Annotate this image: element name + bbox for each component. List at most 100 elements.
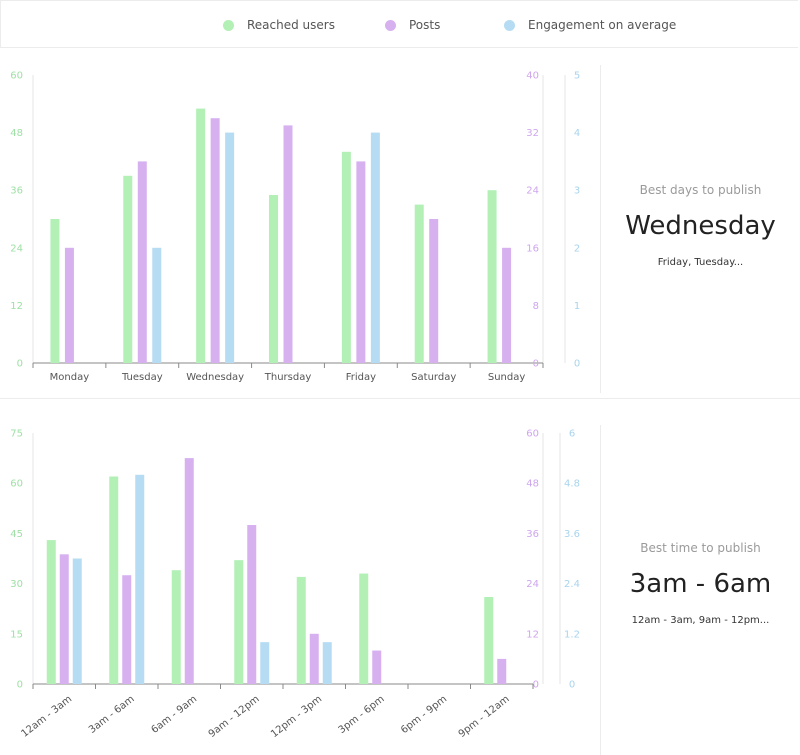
bar-posts-9am-12pm bbox=[247, 525, 257, 684]
y-tick-label-left: 75 bbox=[10, 429, 23, 440]
bar-engagement-on-average-12am-3am bbox=[72, 558, 82, 684]
bar-posts-12am-3am bbox=[59, 554, 69, 684]
y-tick-label-engagement: 0 bbox=[574, 359, 580, 370]
x-tick-label-thursday: Thursday bbox=[264, 372, 312, 383]
bar-reached-users-9pm-12am bbox=[484, 596, 494, 684]
y-tick-label-engagement: 1.2 bbox=[564, 629, 580, 640]
y-tick-label-posts: 32 bbox=[526, 128, 539, 139]
bar-posts-9pm-12am bbox=[497, 658, 507, 684]
y-tick-label-left: 60 bbox=[10, 71, 23, 82]
bar-posts-thursday bbox=[283, 125, 293, 364]
bar-reached-users-tuesday bbox=[123, 175, 133, 363]
bar-engagement-on-average-9am-12pm bbox=[260, 642, 270, 684]
legend-label-posts: Posts bbox=[409, 18, 441, 32]
x-tick-label-saturday: Saturday bbox=[411, 372, 456, 383]
legend-swatch-posts bbox=[385, 19, 396, 31]
y-tick-label-left: 48 bbox=[10, 128, 23, 139]
bar-reached-users-saturday bbox=[414, 204, 424, 363]
section-divider bbox=[0, 398, 800, 399]
x-tick-label-3am-6am: 3am - 6am bbox=[87, 694, 137, 736]
bar-reached-users-wednesday bbox=[196, 108, 206, 363]
y-tick-label-left: 24 bbox=[10, 243, 23, 254]
bar-reached-users-3pm-6pm bbox=[359, 573, 369, 684]
x-tick-label-6pm-9pm: 6pm - 9pm bbox=[399, 694, 449, 736]
y-tick-label-engagement: 4.8 bbox=[564, 479, 580, 490]
y-tick-label-posts: 0 bbox=[533, 359, 539, 370]
y-tick-label-posts: 8 bbox=[533, 301, 539, 312]
y-tick-label-posts: 0 bbox=[533, 680, 539, 691]
y-tick-label-engagement: 2 bbox=[574, 243, 580, 254]
bar-reached-users-3am-6am bbox=[109, 476, 119, 684]
bar-engagement-on-average-friday bbox=[370, 132, 380, 363]
days-panel-divider bbox=[600, 65, 601, 393]
y-tick-label-posts: 24 bbox=[526, 186, 539, 197]
y-tick-label-left: 30 bbox=[10, 579, 23, 590]
bar-posts-sunday bbox=[502, 247, 512, 363]
y-tick-label-engagement: 3.6 bbox=[564, 529, 580, 540]
best-days-value: Wednesday bbox=[625, 211, 776, 241]
bar-reached-users-6am-9am bbox=[171, 570, 181, 684]
x-tick-label-9pm-12am: 9pm - 12am bbox=[457, 694, 512, 740]
best-time-value: 3am - 6am bbox=[629, 569, 772, 599]
best-time-panel: Best time to publish 3am - 6am 12am - 3a… bbox=[601, 541, 800, 626]
y-tick-label-posts: 60 bbox=[526, 429, 539, 440]
best-days-panel: Best days to publish Wednesday Friday, T… bbox=[601, 183, 800, 268]
legend-item-reached-users[interactable]: Reached users bbox=[223, 18, 335, 32]
chart-legend: Reached users Posts Engagement on averag… bbox=[0, 0, 798, 48]
bar-engagement-on-average-3am-6am bbox=[135, 474, 145, 684]
best-days-label: Best days to publish bbox=[639, 183, 762, 197]
x-tick-label-6am-9am: 6am - 9am bbox=[149, 694, 199, 736]
bar-posts-monday bbox=[64, 247, 74, 363]
y-tick-label-engagement: 3 bbox=[574, 186, 580, 197]
y-tick-label-posts: 48 bbox=[526, 479, 539, 490]
y-tick-label-left: 45 bbox=[10, 529, 23, 540]
legend-swatch-reached-users bbox=[223, 19, 234, 31]
bar-posts-tuesday bbox=[137, 161, 147, 363]
y-tick-label-left: 0 bbox=[17, 359, 23, 370]
x-tick-label-tuesday: Tuesday bbox=[121, 372, 163, 383]
bar-reached-users-9am-12pm bbox=[234, 560, 244, 684]
y-tick-label-engagement: 1 bbox=[574, 301, 580, 312]
bar-posts-saturday bbox=[429, 219, 439, 363]
y-tick-label-posts: 24 bbox=[526, 579, 539, 590]
legend-label-engagement: Engagement on average bbox=[528, 18, 677, 32]
best-days-runners-up: Friday, Tuesday... bbox=[657, 257, 744, 268]
y-tick-label-posts: 12 bbox=[526, 629, 539, 640]
bar-engagement-on-average-tuesday bbox=[152, 247, 162, 363]
bar-reached-users-12am-3am bbox=[46, 540, 56, 684]
y-tick-label-engagement: 2.4 bbox=[564, 579, 580, 590]
legend-item-engagement[interactable]: Engagement on average bbox=[504, 18, 676, 32]
best-time-label: Best time to publish bbox=[640, 541, 761, 555]
bar-posts-12pm-3pm bbox=[309, 633, 319, 684]
legend-item-posts[interactable]: Posts bbox=[385, 18, 440, 32]
y-tick-label-left: 0 bbox=[17, 680, 23, 691]
best-time-runners-up: 12am - 3am, 9am - 12pm... bbox=[631, 615, 770, 626]
y-tick-label-engagement: 5 bbox=[574, 71, 580, 82]
bar-posts-wednesday bbox=[210, 118, 220, 363]
bar-reached-users-monday bbox=[50, 219, 60, 363]
bar-reached-users-thursday bbox=[269, 195, 278, 363]
x-tick-label-3pm-6pm: 3pm - 6pm bbox=[337, 694, 387, 736]
x-tick-label-sunday: Sunday bbox=[488, 372, 525, 383]
y-tick-label-left: 60 bbox=[10, 479, 23, 490]
y-tick-label-engagement: 0 bbox=[569, 680, 575, 691]
bar-reached-users-friday bbox=[341, 151, 351, 363]
y-tick-label-left: 36 bbox=[10, 186, 23, 197]
bar-engagement-on-average-wednesday bbox=[225, 132, 235, 363]
bar-posts-3pm-6pm bbox=[372, 650, 382, 684]
bar-posts-friday bbox=[356, 161, 366, 363]
time-chart: 0 15 30 45 60 75 0 12 24 36 48 60 0 1.2 2.4 3.6 4.8 6 12am… bbox=[10, 429, 580, 741]
x-tick-label-monday: Monday bbox=[50, 372, 90, 383]
y-tick-label-posts: 36 bbox=[526, 529, 539, 540]
y-tick-label-left: 12 bbox=[10, 301, 23, 312]
legend-label-reached-users: Reached users bbox=[247, 18, 335, 32]
x-tick-label-9am-12pm: 9am - 12pm bbox=[207, 694, 262, 740]
y-tick-label-posts: 40 bbox=[526, 71, 539, 82]
bar-engagement-on-average-12pm-3pm bbox=[322, 642, 332, 684]
bar-reached-users-12pm-3pm bbox=[296, 576, 306, 684]
y-tick-label-engagement: 4 bbox=[574, 128, 580, 139]
bar-reached-users-sunday bbox=[487, 190, 497, 363]
y-tick-label-posts: 16 bbox=[526, 243, 539, 254]
x-tick-label-friday: Friday bbox=[346, 372, 376, 383]
